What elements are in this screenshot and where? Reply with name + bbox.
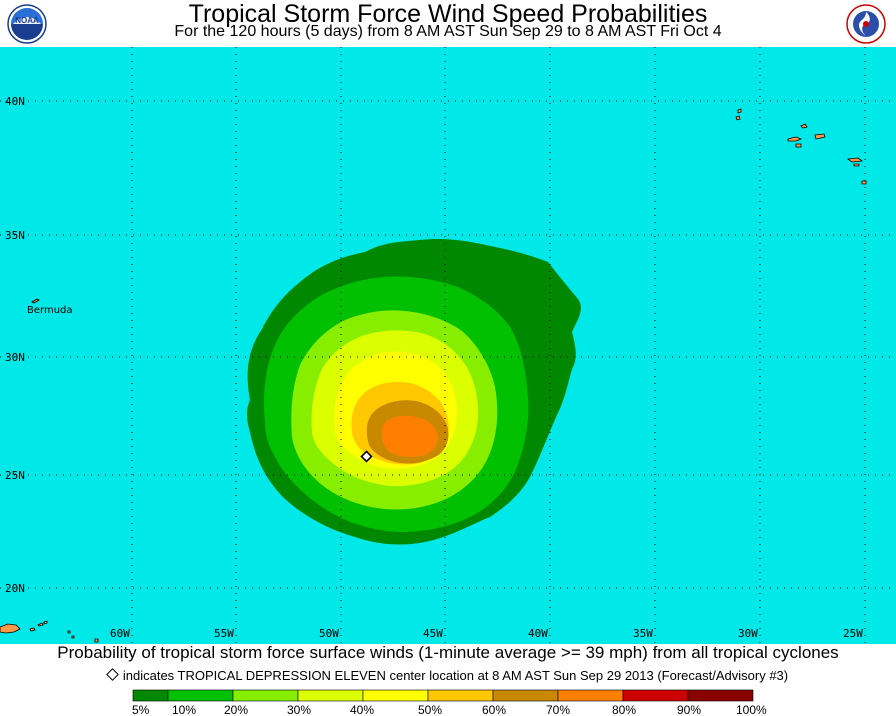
svg-text:NOAA: NOAA [15,16,39,25]
legend-swatches [132,689,754,702]
legend-swatch [232,689,299,702]
lat-label: 25N [5,469,25,482]
legend-swatch [362,689,429,702]
lon-label: 25W [843,627,863,640]
map-title: Tropical Storm Force Wind Speed Probabil… [188,0,708,28]
lesser-antilles [67,630,99,643]
color-legend: 5% 10% 20% 30% 40% 50% 60% 70% 80% 90% 100% [132,689,767,716]
place-label-bermuda: Bermuda [27,305,73,316]
nws-logo [846,4,886,44]
bermuda-island [31,298,40,304]
storm-center-marker [360,450,373,463]
lat-label: 20N [5,582,25,595]
lon-label: 30W [738,627,758,640]
legend-label: 10% [172,703,196,716]
storm-center-legend-icon [106,668,119,681]
graticule [0,47,896,644]
legend-swatch [557,689,624,702]
legend-label: 20% [224,703,248,716]
lat-label: 30N [5,351,25,364]
islands [0,108,867,643]
legend-label: 60% [482,703,506,716]
map-note: indicates TROPICAL DEPRESSION ELEVEN cen… [0,668,896,684]
legend-swatch [622,689,689,702]
legend-label: 50% [418,703,442,716]
lat-label: 35N [5,229,25,242]
legend-label: 5% [132,703,150,716]
map-caption: Probability of tropical storm force surf… [57,643,839,662]
lon-label: 60W [110,627,130,640]
legend-swatch [427,689,494,702]
legend-label: 40% [350,703,374,716]
legend-swatch [297,689,364,702]
puerto-rico-island [0,623,21,634]
lon-label: 50W [319,627,339,640]
noaa-logo: NOAA [7,4,47,44]
legend-label: 70% [546,703,570,716]
legend-swatch [132,689,169,702]
map-note-text: indicates TROPICAL DEPRESSION ELEVEN cen… [122,668,789,683]
lat-label: 40N [5,95,25,108]
map-subtitle: For the 120 hours (5 days) from 8 AM AST… [174,23,722,40]
prob-contour-70 [381,415,438,457]
legend-label: 30% [287,703,311,716]
probability-map: 40N 35N 30N 25N 20N 60W 55W 50W 45W 40W … [0,47,896,644]
virgin-islands [29,620,48,632]
lon-label: 45W [423,627,443,640]
lon-label: 55W [214,627,234,640]
lon-label: 35W [633,627,653,640]
lon-label: 40W [528,627,548,640]
legend-label: 80% [612,703,636,716]
legend-swatch [492,689,559,702]
legend-swatch [687,689,754,702]
legend-swatch [167,689,234,702]
legend-label: 100% [736,703,767,716]
legend-labels: 5% 10% 20% 30% 40% 50% 60% 70% 80% 90% 100% [132,703,767,716]
azores-islands [735,108,867,185]
legend-label: 90% [677,703,701,716]
